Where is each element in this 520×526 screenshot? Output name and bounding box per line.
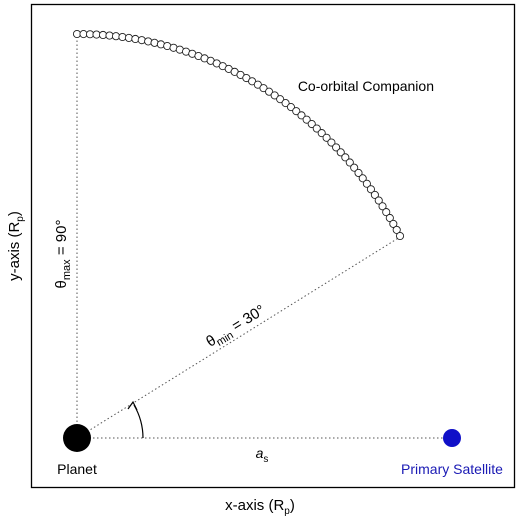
companion-marker xyxy=(358,174,367,183)
companion-marker xyxy=(276,95,285,104)
companion-marker xyxy=(124,33,133,42)
companion-marker xyxy=(336,148,345,157)
primary-satellite-marker xyxy=(443,429,461,447)
companion-marker xyxy=(332,143,341,152)
angle-arrow-head xyxy=(127,400,138,411)
companion-marker xyxy=(281,99,290,108)
primary-satellite-label: Primary Satellite xyxy=(401,461,503,477)
companion-marker xyxy=(307,119,316,129)
x-axis-label: x-axis (Rp) xyxy=(225,497,295,517)
companion-marker xyxy=(137,36,146,45)
companion-marker xyxy=(382,208,391,217)
companion-marker xyxy=(389,219,398,228)
companion-marker xyxy=(317,129,326,138)
distance-label: as xyxy=(256,445,269,465)
companion-marker xyxy=(392,225,401,234)
companion-label: Co-orbital Companion xyxy=(298,78,434,94)
planet-label: Planet xyxy=(57,461,97,477)
planet-marker xyxy=(63,424,91,452)
theta-max-label: θmax = 90° xyxy=(53,220,73,289)
companion-marker xyxy=(327,138,336,147)
companion-marker xyxy=(366,185,375,194)
theta-min-label: θmin = 30° xyxy=(203,302,270,354)
companion-marker xyxy=(354,168,363,177)
theta-min-line xyxy=(76,236,401,439)
companion-marker xyxy=(385,213,394,223)
companion-marker xyxy=(292,107,301,116)
companion-marker xyxy=(312,124,321,133)
companion-marker xyxy=(345,158,354,167)
companion-marker xyxy=(374,196,383,205)
companion-marker xyxy=(322,133,331,142)
companion-marker xyxy=(350,163,359,172)
companion-marker xyxy=(297,111,306,120)
companion-marker xyxy=(370,190,379,199)
companion-marker xyxy=(362,179,371,188)
companion-marker xyxy=(341,153,350,162)
companion-marker xyxy=(131,34,140,44)
companion-marker xyxy=(302,115,311,124)
y-axis-label: y-axis (Rp) xyxy=(6,211,26,281)
companion-marker xyxy=(259,84,268,93)
companion-marker xyxy=(378,202,387,211)
plot-frame xyxy=(30,3,516,489)
companion-marker xyxy=(286,103,295,112)
companion-marker xyxy=(265,87,274,96)
angle-arc xyxy=(133,404,144,439)
companion-marker xyxy=(270,91,279,100)
companion-marker xyxy=(395,231,405,241)
co-orbital-companion-arc xyxy=(72,29,405,241)
